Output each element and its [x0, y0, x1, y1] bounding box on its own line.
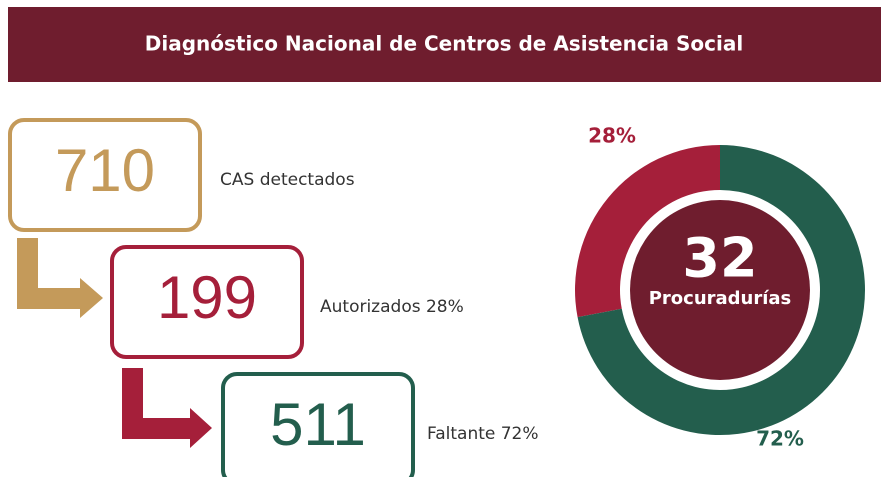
header-title: Diagnóstico Nacional de Centros de Asist… [145, 32, 743, 56]
box [110, 245, 304, 359]
center-label: Procuradurías [649, 288, 792, 309]
donut-segment [575, 145, 720, 318]
arrow [122, 368, 212, 448]
segment-label: 28% [588, 124, 636, 148]
center-value: 32 [682, 227, 757, 290]
donut-center [630, 200, 810, 380]
box-label: Faltante 72% [427, 424, 539, 444]
box [221, 372, 415, 477]
box [8, 118, 202, 232]
header-bar [8, 7, 881, 82]
arrow [17, 238, 103, 318]
box-label: Autorizados 28% [320, 297, 464, 317]
box-number: 710 [55, 137, 155, 204]
donut-segment [577, 145, 866, 435]
segment-label: 72% [756, 427, 804, 451]
box-number: 511 [270, 391, 366, 458]
box-label: CAS detectados [220, 170, 355, 190]
box-number: 199 [157, 264, 257, 331]
